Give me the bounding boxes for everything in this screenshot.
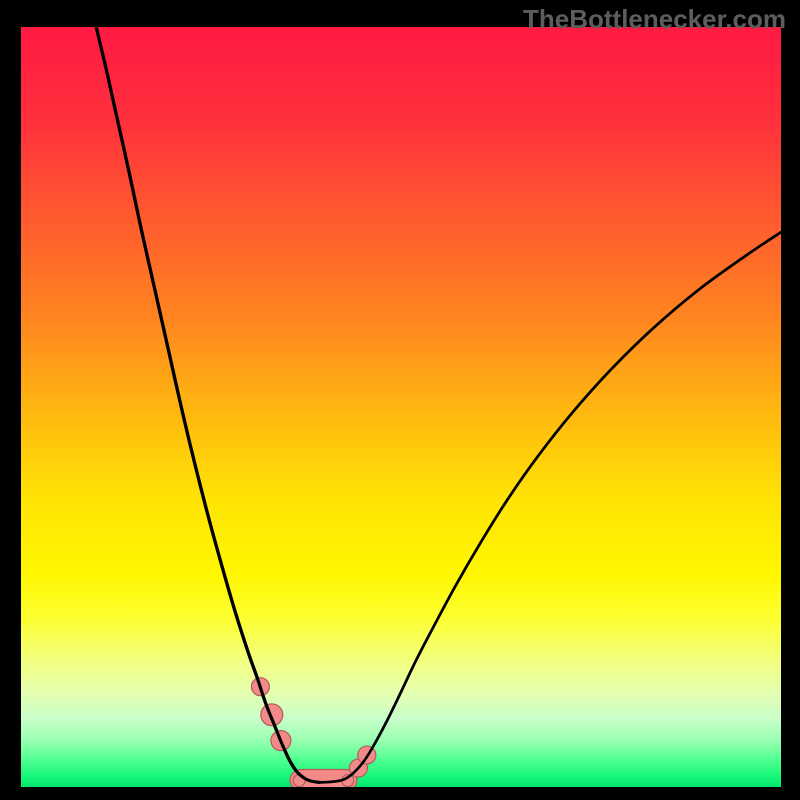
bottleneck-chart [0,0,800,800]
watermark-text: TheBottlenecker.com [523,4,786,35]
gradient-background [21,27,781,787]
